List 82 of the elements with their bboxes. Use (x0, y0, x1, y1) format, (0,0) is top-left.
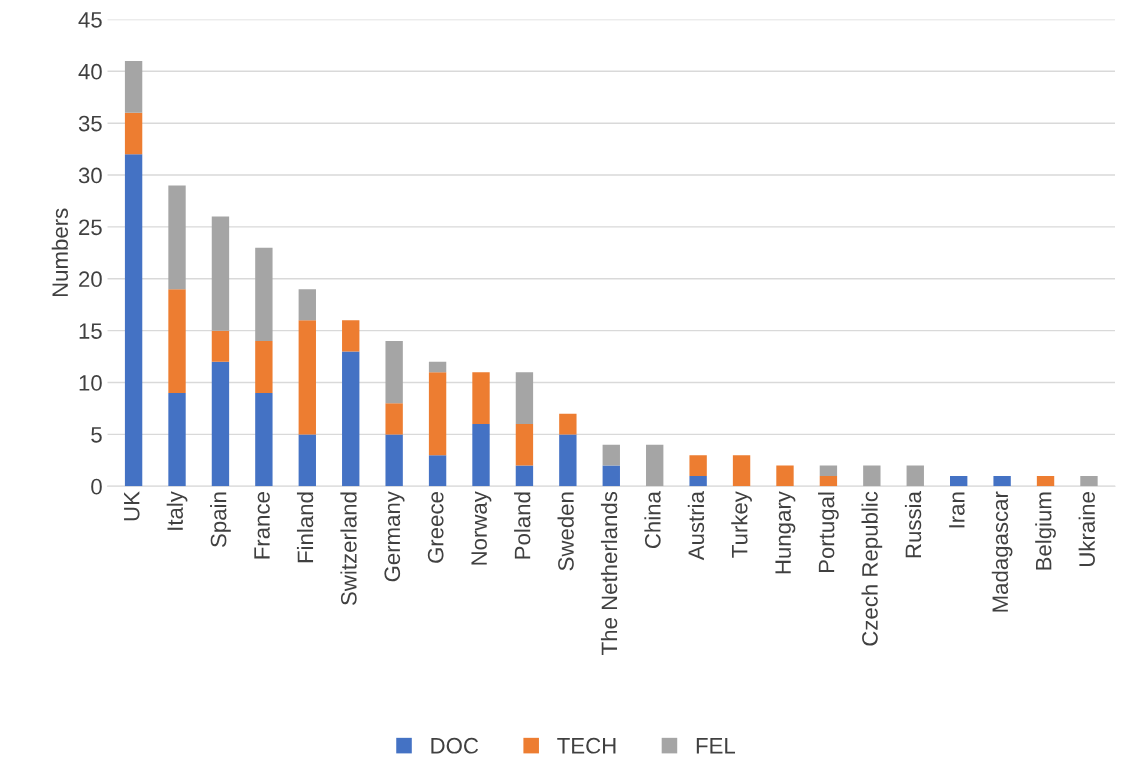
legend-label: FEL (696, 738, 736, 754)
y-tick-label: 25 (79, 219, 102, 236)
bar (255, 392, 273, 487)
y-tick-label: 35 (78, 115, 102, 132)
x-tick-label: France (254, 492, 270, 559)
bar (646, 444, 664, 487)
bar (385, 434, 403, 487)
bar (298, 320, 316, 435)
bar (428, 372, 447, 456)
bar (1036, 475, 1055, 487)
bar (124, 154, 143, 487)
x-tick-label: Iran (949, 492, 965, 528)
x-tick-label: Madagascar (991, 491, 1013, 612)
x-tick-label: Spain (210, 492, 231, 547)
legend-label: DOC (431, 737, 479, 754)
x-tick-label: Portugal (818, 492, 839, 573)
y-tick-label: 20 (79, 271, 102, 288)
x-tick-label: Austria (687, 491, 705, 561)
bar (906, 465, 924, 487)
x-tick-label: Belgium (1035, 492, 1056, 570)
y-axis-title: Numbers (51, 208, 69, 297)
x-tick-label: Finland (296, 492, 314, 563)
bar (689, 475, 707, 487)
bar (819, 475, 838, 487)
bar (428, 361, 447, 373)
bar (1080, 475, 1098, 487)
bar (385, 341, 403, 404)
x-tick-label: Greece (427, 492, 444, 563)
bar (950, 475, 968, 487)
bar (385, 403, 403, 435)
y-tick-label: 30 (78, 167, 102, 184)
bar (515, 424, 534, 466)
x-tick-label: Hungary (775, 491, 796, 574)
x-tick-label: Russia (904, 491, 922, 558)
bar (863, 465, 881, 487)
x-tick-label: Sweden (557, 492, 574, 571)
bar (342, 320, 360, 352)
bar (559, 413, 577, 435)
x-tick-label: Czech Republic (861, 491, 883, 646)
bar (211, 361, 230, 487)
bar (124, 112, 143, 155)
x-tick-label: China (644, 491, 661, 549)
legend-label: TECH (557, 737, 616, 754)
x-tick-label: Switzerland (340, 492, 357, 605)
x-tick-label: Ukraine (1078, 492, 1095, 566)
x-tick-label: UK (124, 491, 140, 521)
bar (342, 351, 360, 487)
bar (428, 455, 447, 487)
bar (255, 247, 273, 342)
bar (602, 465, 620, 487)
bar (211, 216, 230, 331)
bar (255, 341, 273, 393)
bar (472, 372, 490, 425)
bar (124, 60, 143, 113)
x-tick-label: Germany (384, 491, 405, 582)
bar (515, 372, 534, 425)
x-tick-label: Italy (166, 491, 188, 530)
bar (168, 185, 186, 290)
bar (602, 444, 620, 466)
bar (515, 465, 534, 487)
bar (168, 289, 186, 393)
y-tick-label: 15 (79, 323, 102, 339)
bar (559, 434, 577, 487)
bar (298, 289, 316, 321)
bar (993, 475, 1011, 487)
bar (472, 424, 490, 487)
x-tick-label: Turkey (731, 491, 752, 558)
y-tick-label: 40 (78, 63, 102, 80)
bar (776, 465, 794, 487)
bar (819, 465, 838, 476)
y-tick-label: 45 (78, 12, 102, 28)
y-tick-label: 0 (91, 478, 102, 495)
bar (732, 455, 751, 487)
x-tick-label: Poland (514, 492, 531, 559)
y-tick-label: 5 (91, 427, 102, 443)
y-tick-label: 10 (79, 375, 102, 391)
x-tick-label: Norway (471, 491, 492, 565)
bar (689, 455, 707, 476)
bar (168, 392, 186, 487)
bar (298, 434, 316, 487)
bar (211, 330, 230, 362)
x-tick-label: The Netherlands (600, 491, 618, 655)
